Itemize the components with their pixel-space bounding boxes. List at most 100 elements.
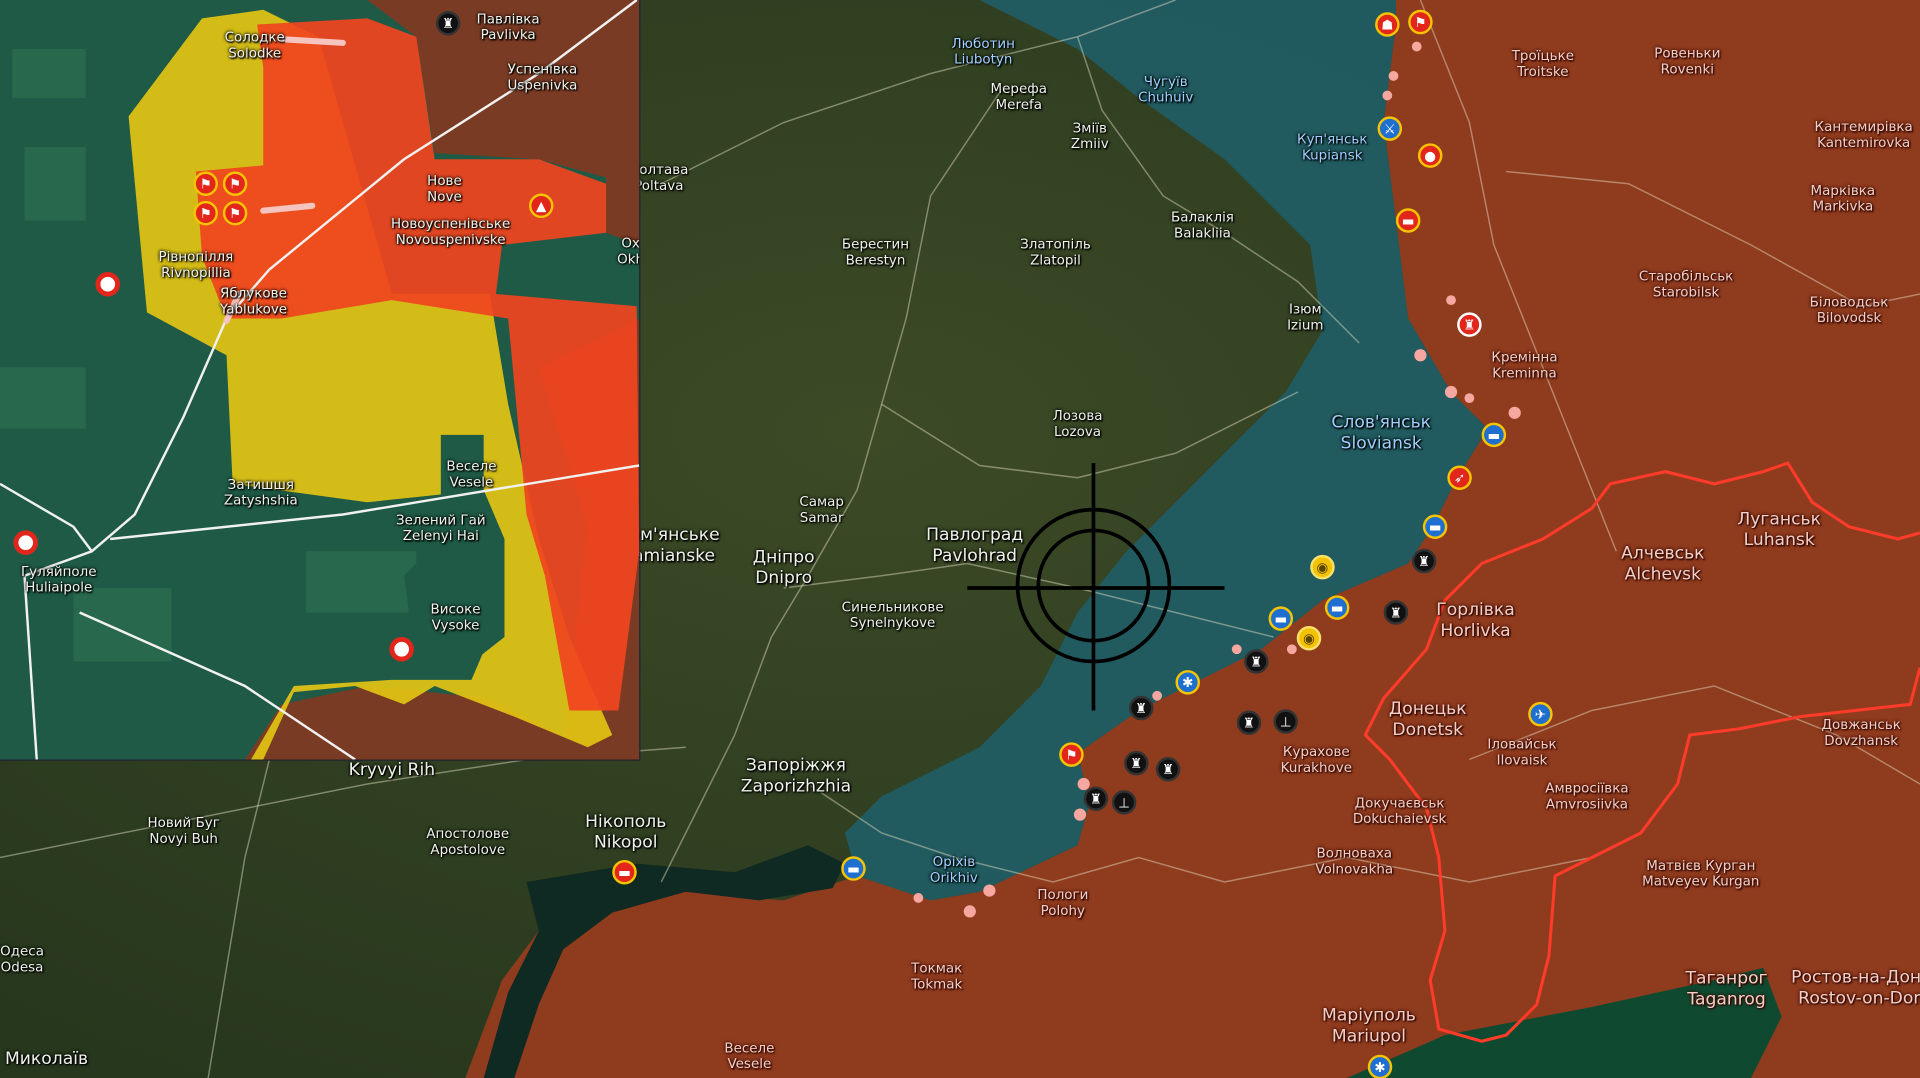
- warning-icon[interactable]: ▲: [528, 193, 554, 219]
- vehicle-icon[interactable]: ▬: [1422, 514, 1448, 539]
- place-name-uk: Успенівка: [507, 61, 578, 78]
- fortification-icon[interactable]: ♜: [1083, 786, 1109, 811]
- place-name-en: Vysoke: [431, 617, 480, 634]
- place-name-en: Pavlivka: [480, 26, 536, 43]
- flag-icon[interactable]: ⚑: [193, 171, 218, 196]
- flag-icon[interactable]: ⚑: [1408, 9, 1433, 35]
- place-name-uk: Гуляйполе: [20, 563, 97, 580]
- place-name-en: Rovenki: [1660, 61, 1715, 78]
- place-name-en: Sloviansk: [1340, 433, 1422, 454]
- target-icon[interactable]: ●: [1417, 143, 1443, 168]
- place-name-uk: Чугуїв: [1143, 73, 1188, 90]
- place-label: Kryvyi Rih: [349, 760, 435, 781]
- star-icon[interactable]: ✱: [1367, 1054, 1393, 1078]
- vehicle-icon[interactable]: ▬: [1268, 606, 1294, 631]
- place-label: Новоуспенівське Novouspenivske: [391, 216, 510, 248]
- place-name-uk: Пологи: [1037, 886, 1089, 903]
- place-name-uk: Курахове: [1282, 743, 1350, 760]
- place-name-uk: Довжанськ: [1821, 716, 1901, 733]
- place-name-en: Merefa: [995, 96, 1042, 113]
- fortification-icon[interactable]: ♜: [1155, 757, 1181, 782]
- place-name-uk: Яблукове: [220, 285, 287, 302]
- place-name-en: Kupiansk: [1301, 147, 1363, 163]
- place-name-uk: Люботин: [951, 35, 1015, 52]
- place-name-en: Dokuchaievsk: [1352, 810, 1447, 827]
- sea-of-azov: [1346, 967, 1782, 1078]
- place-label: Балаклія Balakliia: [1171, 209, 1234, 241]
- place-label: Зелений Гай Zelenyi Hai: [396, 512, 486, 544]
- ghost-icon[interactable]: ☗: [1375, 12, 1400, 37]
- place-label: Волноваха Volnovakha: [1315, 845, 1393, 877]
- place-label: Солодке Solodke: [225, 29, 285, 61]
- flag-icon[interactable]: ⚑: [222, 200, 248, 226]
- vehicle-icon[interactable]: ▬: [612, 859, 637, 885]
- target-icon[interactable]: [389, 637, 414, 662]
- place-label: Біловодськ Bilovodsk: [1810, 294, 1889, 326]
- place-name-uk: Ізюм: [1288, 301, 1322, 318]
- place-label: Докучаєвськ Dokuchaievsk: [1353, 795, 1447, 827]
- place-name-uk: Ох: [621, 235, 640, 252]
- place-name-en: Uspenivka: [507, 77, 578, 94]
- inset-map[interactable]: Солодке Solodke Павлівка Pavlivka Успенівка U…: [0, 0, 641, 761]
- monument-icon[interactable]: ⊥: [1273, 709, 1298, 734]
- attack-arrow: [278, 36, 346, 46]
- place-label: Горлівка Horlivka: [1436, 600, 1515, 642]
- flag-icon[interactable]: ⚑: [222, 171, 248, 196]
- place-label: Матвієв Курган Matveyev Kurgan: [1642, 858, 1759, 890]
- vehicle-icon[interactable]: ▬: [1395, 208, 1421, 233]
- vehicle-icon[interactable]: ▬: [841, 856, 866, 881]
- place-label: Кремінна Kreminna: [1491, 349, 1557, 381]
- fortification-icon[interactable]: ♜: [435, 11, 461, 36]
- monument-icon[interactable]: ⊥: [1111, 790, 1137, 815]
- rocket-icon[interactable]: ➶: [1447, 465, 1472, 490]
- place-name-uk: Докучаєвськ: [1354, 795, 1445, 811]
- place-name-en: Nove: [427, 188, 462, 205]
- vehicle-icon[interactable]: ▬: [1481, 422, 1507, 448]
- place-label: Іловайськ Ilovaisk: [1487, 736, 1556, 768]
- place-name-en: Dnipro: [755, 568, 813, 588]
- plane-icon[interactable]: ✈: [1528, 701, 1553, 727]
- place-name-uk: Миколаїв: [4, 1049, 89, 1069]
- fortification-icon[interactable]: ♜: [1124, 750, 1149, 776]
- place-name-uk: Запоріжжя: [745, 755, 846, 776]
- place-name-uk: Лозова: [1052, 407, 1103, 424]
- place-name-en: Samar: [799, 509, 844, 526]
- target-icon[interactable]: [13, 530, 38, 555]
- fortification-icon[interactable]: ♜: [1383, 600, 1409, 625]
- fortification-icon[interactable]: ♜: [1128, 695, 1154, 721]
- place-name-uk: Полтава: [629, 161, 689, 178]
- vehicle-icon[interactable]: ▬: [1324, 595, 1350, 620]
- place-name-uk: Веселе: [446, 458, 497, 475]
- place-name-en: Poltava: [634, 177, 684, 194]
- flag-icon[interactable]: ⚑: [1059, 742, 1084, 767]
- place-name-uk: Веселе: [724, 1040, 775, 1056]
- place-name-uk: Рівнопілля: [158, 248, 234, 265]
- eye-icon[interactable]: ◉: [1310, 554, 1335, 580]
- place-name-en: Amvrosiivka: [1545, 796, 1628, 813]
- place-label: Мерефа Merefa: [991, 81, 1048, 113]
- place-name-uk: Волноваха: [1316, 845, 1393, 862]
- star-icon[interactable]: ✱: [1175, 670, 1201, 695]
- place-label: Успенівка Uspenivka: [508, 61, 578, 93]
- place-name-uk: Луганськ: [1737, 509, 1822, 530]
- place-name-uk: Мерефа: [990, 80, 1048, 97]
- fortification-icon[interactable]: ♜: [1236, 710, 1262, 735]
- dnipro-reservoir: [483, 845, 845, 1078]
- place-name-en: Liubotyn: [954, 51, 1013, 68]
- fortification-icon[interactable]: ♜: [1457, 312, 1482, 337]
- place-label: Ровеньки Rovenki: [1654, 45, 1720, 77]
- place-label: Апостолове Apostolove: [426, 826, 509, 858]
- place-label: Запоріжжя Zaporizhzhia: [741, 756, 851, 798]
- place-name-en: Zaporizhzhia: [740, 776, 852, 797]
- place-name-en: Novouspenivske: [395, 231, 506, 248]
- place-name-en: Polohy: [1040, 902, 1086, 919]
- eye-icon[interactable]: ◉: [1296, 625, 1322, 651]
- tank-icon[interactable]: ⚔: [1377, 116, 1403, 141]
- place-name-uk: Затишшя: [227, 476, 294, 493]
- fortification-icon[interactable]: ♜: [1244, 649, 1269, 674]
- fortification-icon[interactable]: ♜: [1411, 548, 1437, 574]
- flag-icon[interactable]: ⚑: [193, 200, 218, 226]
- target-icon[interactable]: [95, 271, 121, 297]
